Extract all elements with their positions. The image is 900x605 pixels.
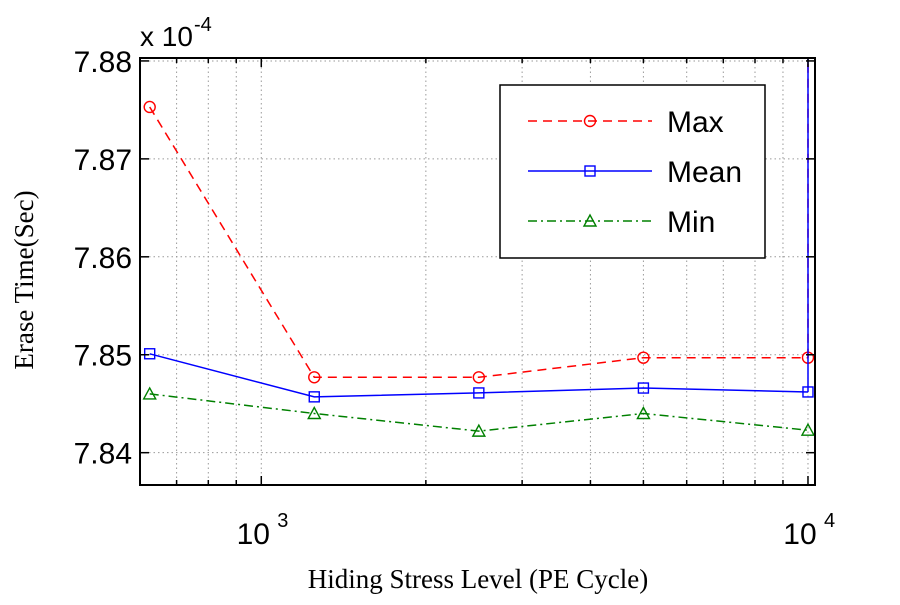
y-axis-label: Erase Time(Sec)	[9, 190, 39, 369]
axis-ticks: 10 3 10 4 7.84 7.85 7.86 7.87 7.88	[74, 46, 835, 551]
plot-frame	[139, 57, 816, 486]
data-point-max	[143, 100, 156, 114]
y-tick-label: 7.84	[74, 438, 132, 471]
x-tick-label: 10	[783, 518, 816, 551]
legend-marker-mean	[584, 165, 596, 177]
y-tick-label: 7.86	[74, 242, 132, 275]
y-tick-label: 7.85	[74, 340, 132, 373]
y-multiplier: x 10 -4	[140, 14, 212, 52]
series-line-max	[149, 106, 808, 379]
legend-label-max: Max	[667, 106, 724, 139]
data-point-min	[636, 406, 651, 420]
series-mean	[143, 58, 814, 403]
legend-marker-max	[583, 114, 597, 128]
y-multiplier-base: x 10	[140, 21, 193, 52]
data-point-min	[471, 423, 487, 437]
legend: Max Mean Min	[499, 84, 766, 259]
data-point-mean	[473, 387, 485, 399]
series-min	[142, 386, 816, 437]
data-point-mean	[308, 391, 320, 403]
data-point-min	[800, 422, 816, 436]
x-tick-label: 10	[237, 518, 270, 551]
data-point-mean	[143, 348, 156, 360]
x-axis-label: Hiding Stress Level (PE Cycle)	[308, 564, 648, 594]
data-point-min	[142, 386, 157, 400]
data-point-mean	[637, 382, 650, 394]
series-layer	[142, 58, 816, 437]
data-point-max	[308, 371, 321, 384]
y-multiplier-exponent: -4	[194, 14, 212, 36]
x-tick-label-exponent: 4	[824, 510, 835, 532]
data-point-min	[307, 406, 322, 420]
series-line-min	[149, 393, 809, 432]
legend-label-mean: Mean	[667, 156, 742, 189]
data-point-max	[472, 371, 486, 384]
y-tick-label: 7.88	[74, 46, 132, 79]
y-tick-label: 7.87	[74, 144, 132, 177]
data-point-mean	[802, 386, 814, 398]
data-point-max	[637, 351, 650, 364]
x-tick-label-exponent: 3	[277, 510, 288, 532]
legend-marker-min	[582, 213, 598, 227]
legend-label-min: Min	[667, 206, 715, 239]
series-line-mean	[149, 353, 809, 398]
